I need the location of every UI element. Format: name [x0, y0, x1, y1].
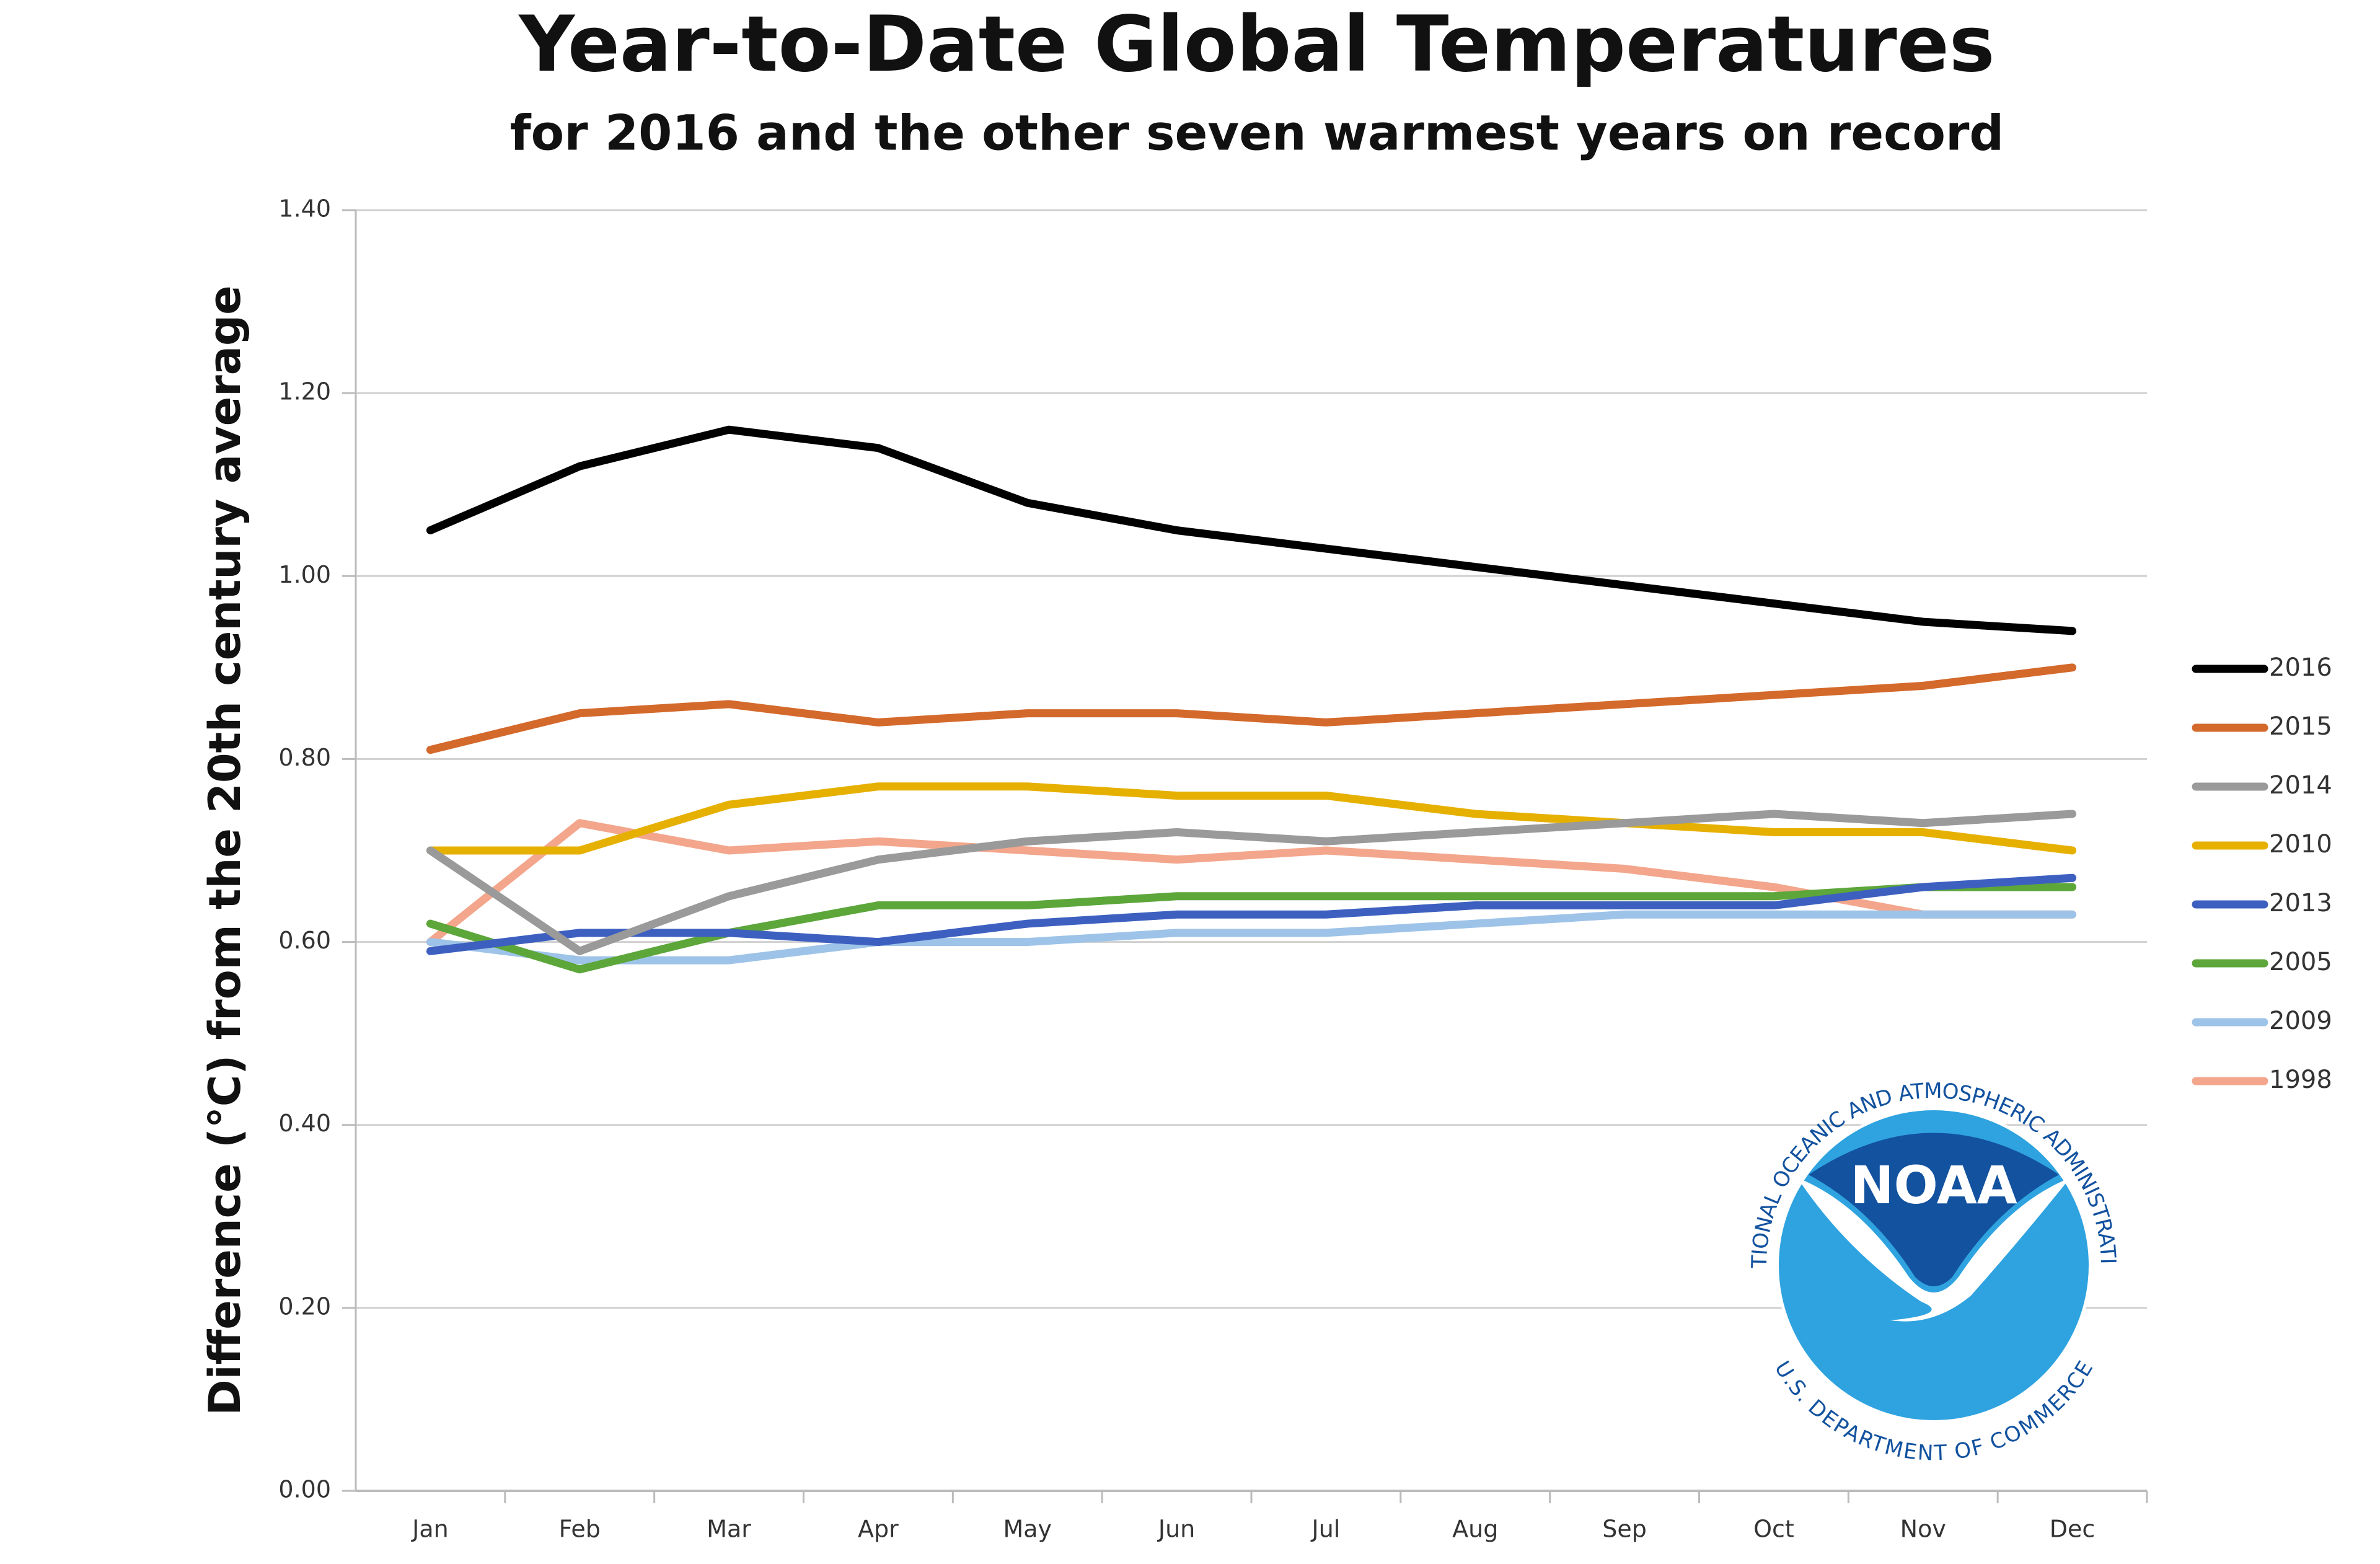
legend-label: 2015 — [2269, 712, 2332, 741]
y-tick-label: 0.40 — [278, 1110, 331, 1137]
series-line — [426, 883, 2077, 974]
logo-name: NOAA — [1850, 1155, 2017, 1216]
x-tick-label: Jan — [411, 1516, 449, 1543]
legend-label: 1998 — [2269, 1066, 2332, 1094]
x-tick-label: Oct — [1753, 1516, 1794, 1543]
x-tick-label: Feb — [559, 1516, 601, 1543]
y-tick-label: 0.00 — [278, 1476, 331, 1503]
x-tick-label: Mar — [707, 1516, 751, 1543]
x-tick-label: Jul — [1310, 1516, 1340, 1543]
legend-label: 2013 — [2269, 889, 2332, 917]
series-line — [426, 425, 2077, 635]
logo-ring-top: NATIONAL OCEANIC AND ATMOSPHERIC ADMINIS… — [0, 0, 2121, 1269]
legend-label: 2014 — [2269, 771, 2332, 800]
series-line — [426, 810, 2077, 955]
x-tick-label: Apr — [858, 1516, 899, 1543]
legend-label: 2009 — [2269, 1007, 2332, 1035]
y-axis-label: Difference (°C) from the 20th century av… — [200, 285, 250, 1415]
series-line — [426, 910, 2077, 965]
x-tick-label: Sep — [1602, 1516, 1647, 1543]
series-line — [426, 819, 2077, 947]
y-tick-label: 0.60 — [278, 927, 331, 954]
x-tick-label: Aug — [1452, 1516, 1498, 1543]
chart-subtitle: for 2016 and the other seven warmest yea… — [510, 105, 2004, 161]
legend-label: 2010 — [2269, 830, 2332, 859]
legend-label: 2016 — [2269, 653, 2332, 682]
x-tick-label: May — [1003, 1516, 1052, 1543]
series-line — [426, 663, 2077, 754]
series-line — [426, 873, 2077, 955]
x-tick-label: Jun — [1157, 1516, 1195, 1543]
legend-label: 2005 — [2269, 948, 2332, 976]
y-tick-label: 1.00 — [278, 561, 331, 588]
y-tick-label: 1.40 — [278, 195, 331, 223]
y-tick-label: 1.20 — [278, 378, 331, 405]
x-tick-label: Nov — [1900, 1516, 1946, 1543]
y-tick-label: 0.20 — [278, 1292, 331, 1320]
logo-ring-top-text: NATIONAL OCEANIC AND ATMOSPHERIC ADMINIS… — [0, 0, 2121, 1269]
chart-title: Year-to-Date Global Temperatures — [518, 0, 1994, 89]
logo-top — [1809, 1133, 2059, 1286]
logo-bird — [1797, 1178, 2070, 1322]
y-tick-label: 0.80 — [278, 744, 331, 771]
x-tick-label: Dec — [2050, 1516, 2096, 1543]
series-line — [426, 782, 2077, 855]
